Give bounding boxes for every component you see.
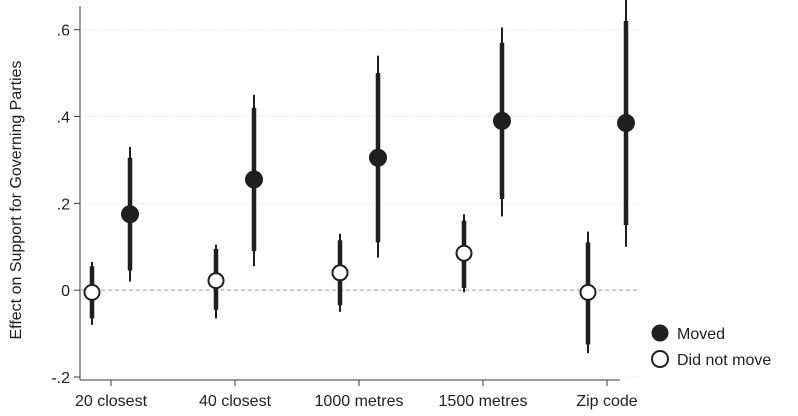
point-did-not-move	[331, 264, 349, 282]
legend-label: Did not move	[677, 352, 771, 369]
gridlines	[80, 29, 640, 378]
axes	[79, 6, 620, 381]
y-tick-label: .4	[57, 110, 70, 127]
x-tick-label: 40 closest	[199, 393, 272, 410]
point-moved	[121, 205, 139, 224]
legend-label: Moved	[677, 326, 725, 343]
x-tick-label: 20 closest	[75, 393, 148, 410]
legend-marker	[651, 350, 669, 368]
point-did-not-move	[455, 244, 473, 262]
y-axis-label: Effect on Support for Governing Parties	[8, 61, 25, 340]
y-tick-label: -.2	[51, 370, 70, 387]
legend-marker	[651, 324, 669, 342]
point-did-not-move	[579, 283, 597, 301]
legend: Moved Did not move	[651, 324, 771, 369]
x-ticks: 20 closest 40 closest 1000 metres 1500 metr…	[75, 380, 638, 410]
estimates	[83, 0, 635, 354]
x-tick-label: 1500 metres	[439, 393, 528, 410]
point-moved	[493, 111, 511, 130]
point-did-not-move	[83, 283, 101, 301]
point-did-not-move	[207, 272, 225, 290]
point-moved	[369, 148, 387, 167]
y-ticks: -.2 0 .2 .4 .6	[51, 23, 80, 387]
point-moved	[245, 170, 263, 189]
x-tick-label: Zip code	[576, 393, 637, 410]
y-tick-label: .2	[57, 196, 70, 213]
y-tick-label: 0	[61, 283, 70, 300]
y-tick-label: .6	[57, 23, 70, 40]
point-moved	[617, 114, 635, 133]
x-tick-label: 1000 metres	[315, 393, 404, 410]
